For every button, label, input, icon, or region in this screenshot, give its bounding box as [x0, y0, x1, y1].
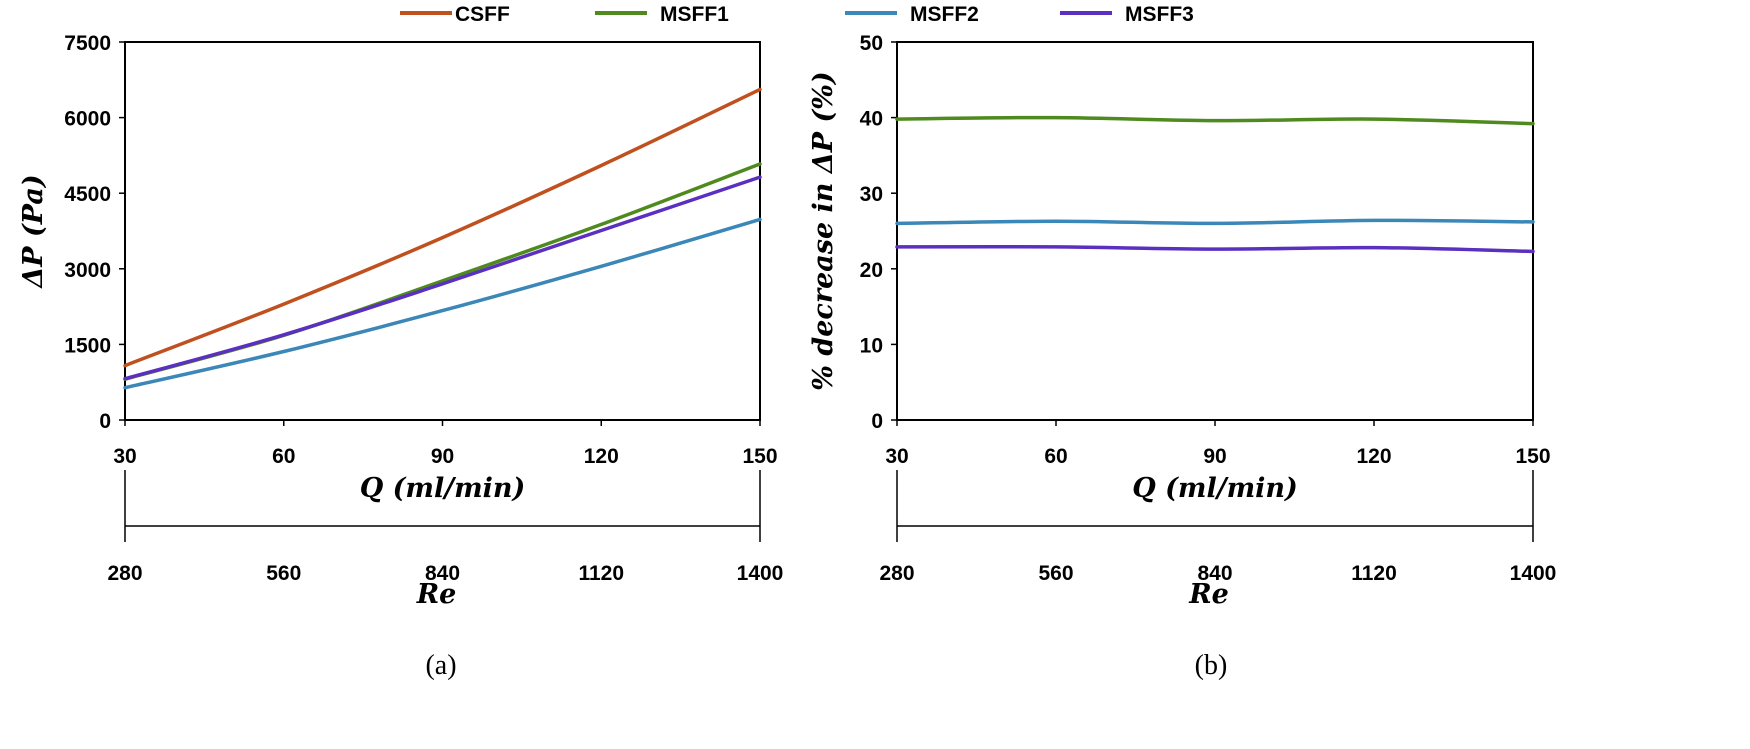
x-tick-label: 150 — [742, 445, 777, 468]
x-tick-label: 150 — [1515, 445, 1550, 468]
x-tick-label: 30 — [113, 445, 136, 468]
secondary-x-tick-label: 560 — [266, 562, 301, 585]
secondary-x-tick-label: 1120 — [1351, 562, 1397, 585]
y-tick-label: 0 — [99, 410, 111, 433]
x-tick-label: 120 — [1356, 445, 1391, 468]
y-tick-label: 40 — [860, 108, 883, 131]
x-axis-label: Q (ml/min) — [360, 473, 526, 504]
series-line-msff2 — [895, 218, 1535, 226]
y-tick-label: 30 — [860, 183, 883, 206]
y-tick-label: 7500 — [64, 32, 111, 55]
secondary-x-tick-label: 840 — [425, 562, 460, 585]
secondary-x-tick-label: 1400 — [737, 562, 784, 585]
panel-a-pressure-drop-chart: 0 1500 3000 4500 6000 7500 30 60 90 120 150 Q (ml/m… — [18, 32, 783, 681]
plot-area-frame — [124, 41, 761, 421]
y-tick-label: 20 — [860, 259, 883, 282]
secondary-x-tick-label: 1120 — [578, 562, 624, 585]
x-tick-label: 30 — [885, 445, 908, 468]
x-axis-label: Q (ml/min) — [1132, 473, 1298, 504]
legend: CSFF MSFF1 MSFF2 MSFF3 — [400, 3, 1194, 26]
y-tick-label: 0 — [871, 410, 883, 433]
y-axis-label: % decrease in ΔP (%) — [808, 71, 839, 390]
series-line-msff1 — [123, 162, 762, 381]
y-tick-label: 4500 — [64, 183, 111, 206]
x-tick-label: 90 — [1203, 445, 1226, 468]
panel-caption: (b) — [1195, 650, 1228, 681]
y-tick-label: 1500 — [64, 334, 111, 357]
panel-caption: (a) — [425, 650, 456, 681]
y-tick-label: 3000 — [64, 259, 111, 282]
secondary-x-axis-label: Re — [1188, 579, 1229, 610]
legend-label-csff: CSFF — [455, 3, 510, 26]
series-line-msff1 — [895, 115, 1535, 126]
secondary-x-tick-label: 560 — [1038, 562, 1073, 585]
series-line-msff2 — [123, 217, 762, 390]
y-axis-label: ΔP (Pa) — [18, 174, 49, 289]
x-tick-label: 60 — [272, 445, 295, 468]
secondary-x-tick-label: 280 — [879, 562, 914, 585]
x-tick-label: 90 — [431, 445, 454, 468]
series-line-csff — [123, 87, 762, 368]
series-line-msff3 — [895, 244, 1535, 254]
legend-label-msff1: MSFF1 — [660, 3, 729, 26]
y-tick-label: 6000 — [64, 108, 111, 131]
plot-area-frame — [896, 41, 1534, 421]
legend-label-msff3: MSFF3 — [1125, 3, 1194, 26]
series-line-msff3 — [123, 175, 762, 381]
y-tick-label: 10 — [860, 334, 883, 357]
x-tick-label: 120 — [584, 445, 619, 468]
legend-label-msff2: MSFF2 — [910, 3, 979, 26]
x-tick-label: 60 — [1044, 445, 1067, 468]
panel-b-percent-decrease-chart: 0 10 20 30 40 50 30 60 90 120 150 Q (ml/min) % decre… — [808, 32, 1556, 681]
secondary-x-tick-label: 280 — [107, 562, 142, 585]
y-tick-label: 50 — [860, 32, 883, 55]
secondary-x-tick-label: 1400 — [1510, 562, 1557, 585]
secondary-x-tick-label: 840 — [1197, 562, 1232, 585]
secondary-x-axis-label: Re — [416, 579, 457, 610]
